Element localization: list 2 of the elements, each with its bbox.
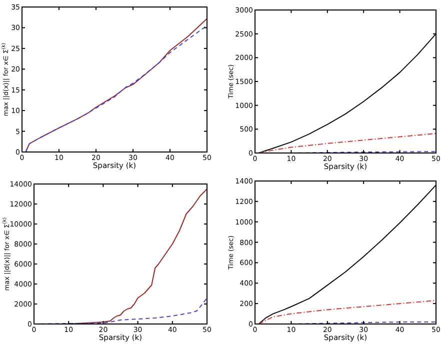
line-series [258, 132, 436, 154]
line-series [258, 300, 436, 324]
